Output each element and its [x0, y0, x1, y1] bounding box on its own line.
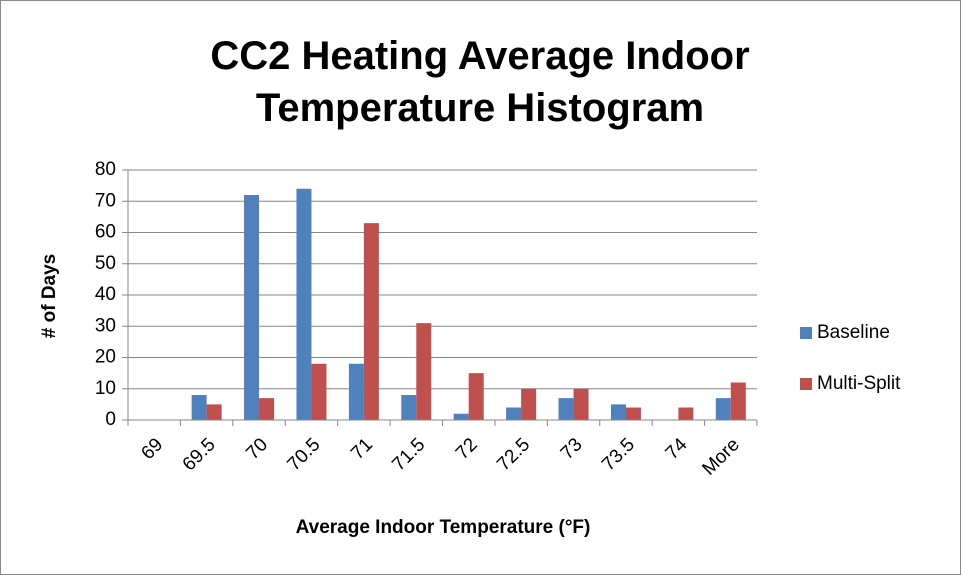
y-axis-label: # of Days: [39, 254, 60, 338]
bar: [348, 363, 364, 420]
bar: [610, 404, 626, 420]
legend-swatch: [800, 378, 812, 390]
bar: [573, 388, 589, 420]
legend-label: Baseline: [817, 322, 890, 343]
y-tick-label: 50: [95, 253, 116, 274]
bar: [558, 398, 574, 420]
bar: [730, 382, 746, 420]
x-axis-label: Average Indoor Temperature (°F): [296, 517, 591, 538]
legend-swatch: [800, 327, 812, 339]
chart-title: CC2 Heating Average Indoor Temperature H…: [210, 34, 750, 130]
bar: [625, 407, 641, 420]
bar: [259, 398, 275, 420]
bar: [296, 188, 312, 420]
bar: [715, 398, 731, 420]
bar: [468, 373, 484, 420]
bar: [521, 388, 537, 420]
bar: [311, 363, 327, 420]
bar: [401, 395, 417, 420]
bar: [453, 413, 469, 420]
y-tick-label: 80: [95, 159, 116, 180]
y-tick-label: 10: [95, 378, 116, 399]
bar: [244, 195, 260, 420]
bar: [191, 395, 207, 420]
y-tick-label: 60: [95, 222, 116, 243]
y-tick-label: 70: [95, 190, 116, 211]
bar: [363, 223, 379, 420]
bar: [416, 323, 432, 420]
bar: [506, 407, 522, 420]
y-tick-label: 20: [95, 347, 116, 368]
y-tick-label: 30: [95, 315, 116, 336]
y-tick-label: 0: [105, 409, 116, 430]
y-tick-label: 40: [95, 284, 116, 305]
bar: [678, 407, 694, 420]
bar: [206, 404, 222, 420]
legend-label: Multi-Split: [817, 373, 901, 394]
